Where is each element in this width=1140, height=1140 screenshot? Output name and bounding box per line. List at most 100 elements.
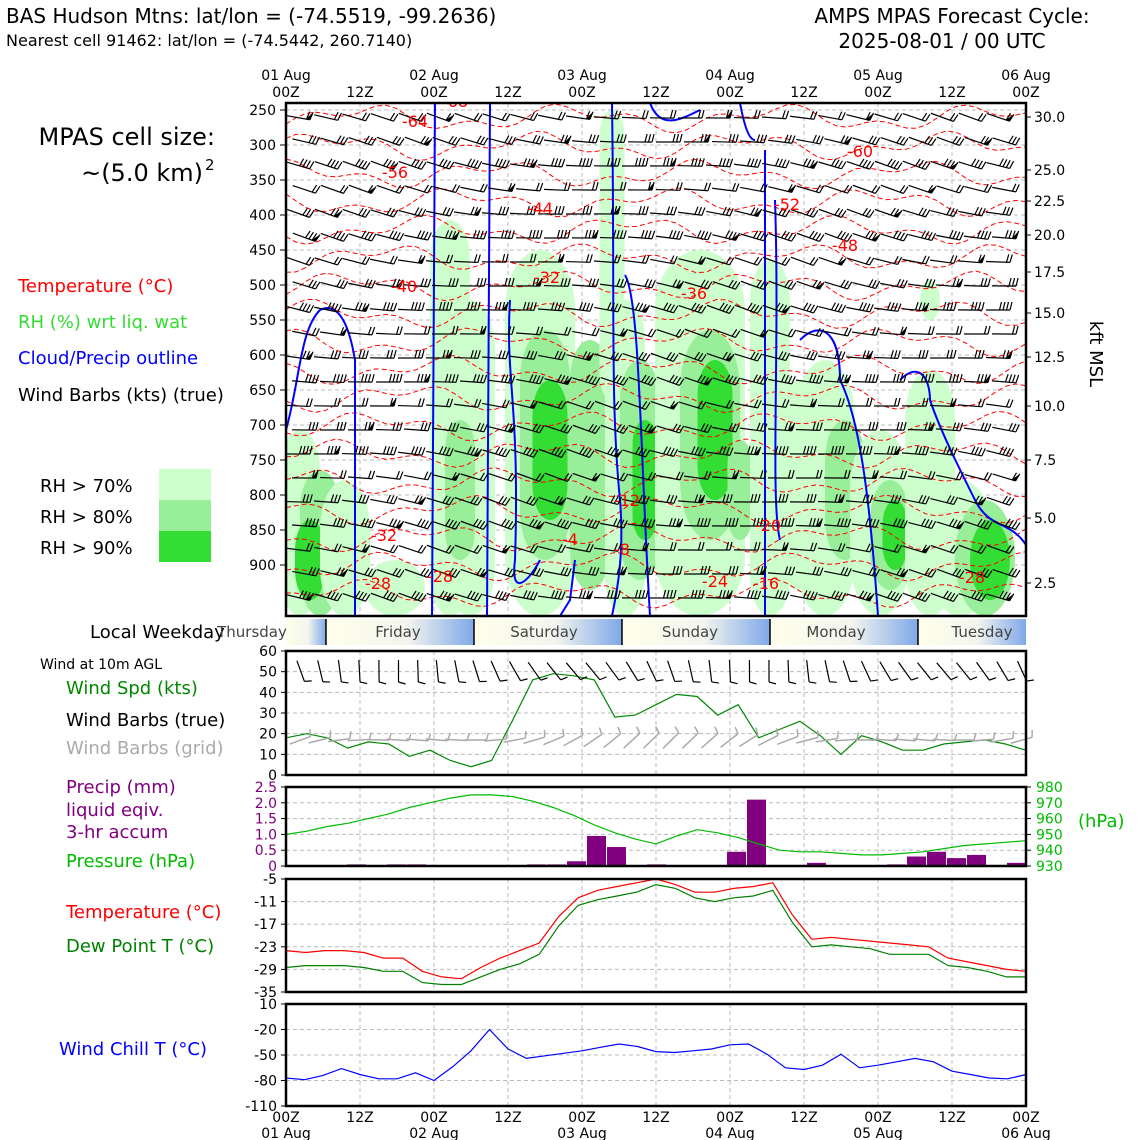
wind-barb [683,182,712,192]
cloud-outline [431,103,436,616]
temperature-contour-label: -12 [614,491,640,510]
temperature-contour-label: -32 [371,526,397,545]
wind-barb-flag [417,302,422,311]
wind-barb-flag [588,423,594,432]
wind-barb-flag [931,326,935,335]
wind-barb-flag [560,566,565,575]
wind-barb-flag [924,567,930,576]
wind-barb-staff [376,475,400,480]
wind-barb [711,134,739,143]
wind-barb [845,350,874,360]
wind-barb-flag [1011,472,1017,481]
wind-barb-flag [774,158,780,167]
wind-barb-flag [955,569,962,577]
wind-barb [404,567,433,578]
wind-barb-flag [598,727,603,735]
wind-barb-staff [376,136,400,146]
temperature-contour [286,494,1026,526]
wind-barb-flag [731,329,738,337]
wind-barb-flag [411,590,417,599]
wind-barb [320,279,349,290]
wind-barb-flag [482,522,489,530]
wind-barb-staff [565,260,591,263]
wind-barb-staff [482,496,506,506]
wind-barb-flag [924,519,930,528]
wind-barb-flag [672,230,677,239]
wind-barb-flag [920,373,925,383]
wind-barb-pennant [445,594,454,602]
wind-barb [705,494,733,503]
wind-barb-flag [791,517,795,527]
wind-barb [571,229,599,239]
wind-barb-staff [347,738,370,742]
wind-barb-flag [539,568,545,577]
wind-barb-flag [561,352,566,361]
weekday-name: Sunday [662,623,718,641]
wind-barb-pennant [563,135,572,144]
wind-barb-staff [594,116,619,120]
wind-barb [622,302,651,313]
wind-barb-staff [790,594,814,601]
wind-barb-pennant [843,374,851,383]
wind-barb-pennant [843,137,852,145]
y-tick-label: 1.5 [255,812,277,828]
wind-barb-flag [550,301,555,311]
wind-barb-flag [697,447,703,456]
wind-barb-flag [383,158,389,167]
wind-barb-staff [488,569,512,578]
wind-barb-flag [455,278,459,287]
wind-barb [565,589,594,600]
site-title: BAS Hudson Mtns: lat/lon = (-74.5519, -9… [6,4,496,28]
wind-barb-flag [819,518,823,527]
wind-barb-flag [674,680,683,683]
wind-barb-flag [532,423,538,432]
wind-barb-flag [899,568,905,577]
wind-barb-flag [613,205,618,215]
wind-barb-flag [354,302,360,311]
wind-barb-flag [557,590,563,600]
wind-barb-staff [386,738,409,742]
wind-barb-flag [899,185,906,193]
wind-barb-staff [846,160,870,170]
wind-barb-staff [907,428,933,431]
wind-barb-flag [528,374,534,383]
wind-barb-flag [834,494,838,503]
wind-barb-flag [981,161,987,170]
precip-bar [807,862,826,866]
wind-barb-flag [455,325,459,335]
wind-barb-flag [666,494,671,503]
wind-barb [874,590,903,602]
wind-barb-flag [557,518,563,527]
wind-barb-flag [438,446,444,455]
wind-barb-flag [618,676,626,681]
wind-barb-flag [871,326,877,336]
wind-barb-pennant [619,329,628,337]
wind-barb [957,254,986,264]
wind-barb-staff [678,352,702,362]
wind-barb-flag [952,567,958,576]
wind-barb-flag [790,282,797,290]
wind-barb-flag [645,157,649,167]
wind-barb-flag [343,519,348,528]
wind-barb-flag [728,134,732,143]
wind-barb-staff [824,660,831,682]
wind-barb-flag [498,350,503,359]
wind-barb-flag [903,520,908,529]
wind-barb [678,351,707,362]
wind-barb-flag [302,207,308,216]
wind-barb-flag [589,158,593,167]
wind-barb-flag [483,184,488,193]
wind-barb-flag [389,161,396,169]
wind-barb-flag [470,495,476,504]
wind-barb-staff [936,185,960,194]
wind-barb-flag [305,256,312,265]
wind-barb-staff [292,570,316,577]
top-date-label: 03 Aug [557,68,607,84]
wind-barb-flag [483,277,487,287]
wind-barb-staff [488,472,512,482]
wind-barb-flag [448,546,455,554]
wind-barb [992,567,1021,578]
wind-barb-flag [690,446,696,455]
wind-barb-flag [582,447,588,456]
wind-barb [370,255,398,265]
